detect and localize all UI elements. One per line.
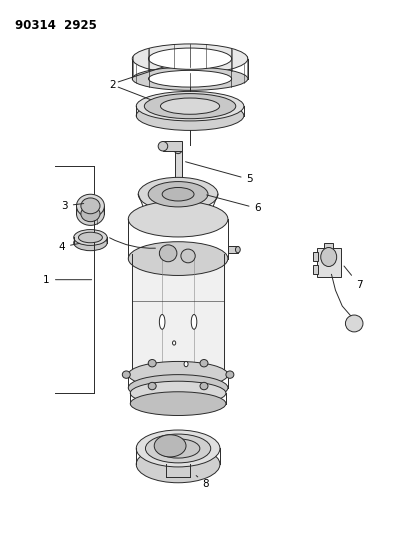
Ellipse shape [175,147,182,154]
Ellipse shape [236,246,240,253]
Bar [324,243,333,249]
Ellipse shape [138,177,218,211]
Text: 90314  2925: 90314 2925 [15,19,97,31]
Ellipse shape [148,360,156,367]
Ellipse shape [184,361,188,367]
Ellipse shape [345,315,363,332]
Ellipse shape [132,67,248,90]
Text: 4: 4 [59,242,80,252]
Ellipse shape [136,91,244,121]
Ellipse shape [81,206,100,222]
Ellipse shape [128,201,228,237]
Ellipse shape [172,186,184,194]
Ellipse shape [200,360,208,367]
Bar [313,252,318,261]
Ellipse shape [154,435,186,457]
Ellipse shape [148,182,208,207]
Ellipse shape [145,434,211,463]
Ellipse shape [148,70,231,87]
Text: 8: 8 [196,475,209,489]
Ellipse shape [136,430,220,467]
Ellipse shape [226,371,234,378]
Ellipse shape [136,446,220,483]
Ellipse shape [74,230,107,245]
Ellipse shape [81,198,100,214]
Ellipse shape [128,361,228,388]
Ellipse shape [191,314,197,329]
Ellipse shape [78,232,102,243]
Ellipse shape [173,341,176,345]
Ellipse shape [173,190,183,196]
Text: 2: 2 [109,79,116,90]
Ellipse shape [128,241,228,276]
Ellipse shape [148,382,156,390]
Bar [317,248,341,277]
Ellipse shape [144,94,236,119]
Ellipse shape [130,392,226,416]
Text: 7: 7 [344,266,363,290]
Text: 1: 1 [43,274,92,285]
Ellipse shape [160,98,220,114]
Ellipse shape [76,202,104,225]
Ellipse shape [156,439,200,458]
Text: 6: 6 [207,195,261,214]
Bar [163,141,182,151]
Bar [228,246,238,253]
Ellipse shape [158,141,168,151]
Ellipse shape [76,194,104,217]
Ellipse shape [200,382,208,390]
Polygon shape [132,259,224,375]
Bar [313,265,318,274]
Bar [175,150,182,192]
Ellipse shape [162,188,194,201]
Ellipse shape [159,245,177,262]
Ellipse shape [132,44,248,74]
Ellipse shape [130,381,226,405]
Ellipse shape [74,235,107,251]
Ellipse shape [148,48,231,69]
Ellipse shape [144,198,212,221]
Ellipse shape [321,247,337,266]
Ellipse shape [181,249,195,263]
Text: 5: 5 [185,161,253,184]
Ellipse shape [136,101,244,131]
Ellipse shape [159,314,165,329]
Ellipse shape [128,375,228,401]
Text: 3: 3 [61,201,84,211]
Ellipse shape [122,371,130,378]
